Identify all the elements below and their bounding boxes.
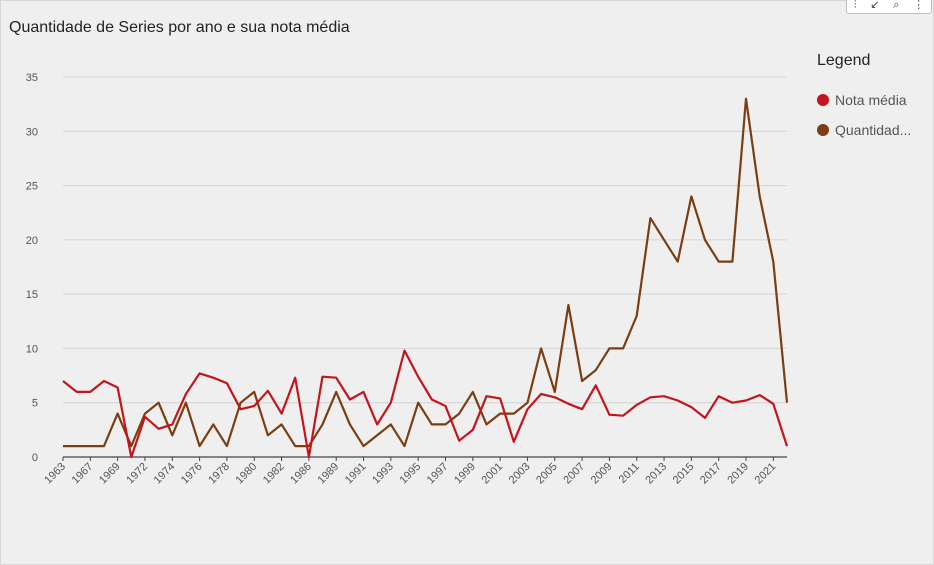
legend-item-nota-media[interactable]: Nota média (817, 92, 911, 108)
legend-item-quantidade[interactable]: Quantidad... (817, 122, 911, 138)
y-tick-label: 25 (26, 181, 38, 193)
x-tick-label: 2015 (671, 461, 697, 487)
x-tick-label: 1993 (370, 461, 396, 487)
legend-marker (817, 94, 829, 106)
x-tick-label: 2005 (534, 461, 560, 487)
x-tick-label: 1974 (152, 461, 178, 487)
x-tick-label: 1986 (288, 461, 314, 487)
x-tick-label: 2001 (479, 461, 505, 487)
x-tick-label: 1963 (42, 461, 68, 487)
x-tick-label: 1969 (97, 461, 123, 487)
x-tick-label: 2009 (589, 461, 615, 487)
series-lines (62, 97, 789, 459)
x-tick-label: 1999 (452, 461, 478, 487)
x-tick-label: 1997 (425, 461, 451, 487)
x-tick-label: 2011 (617, 461, 642, 486)
x-tick-label: 1980 (234, 461, 260, 487)
gridlines (63, 76, 787, 458)
y-tick-label: 30 (26, 126, 38, 138)
x-tick-label: 1967 (70, 461, 96, 487)
x-tick-label: 2019 (725, 461, 751, 487)
x-tick-label: 1991 (343, 461, 369, 487)
x-tick-label: 2007 (561, 461, 587, 487)
legend: Legend Nota média Quantidad... (817, 52, 911, 152)
x-tick-label: 2017 (698, 461, 724, 487)
more-options-icon[interactable]: ⋮ (913, 0, 925, 11)
filter-icon[interactable]: ⫶ (853, 0, 857, 11)
x-tick-label: 1972 (124, 461, 150, 487)
x-tick-label: 2013 (643, 461, 669, 487)
y-tick-label: 0 (32, 452, 38, 464)
x-tick-label: 1976 (179, 461, 205, 487)
y-tick-label: 10 (26, 343, 38, 355)
x-axis-ticks: 1963 1967 1969 1972 1974 1976 1978 1980 1982 1986… (42, 457, 778, 486)
legend-label: Nota média (835, 92, 907, 108)
series-line-quantidade (63, 97, 789, 448)
x-tick-label: 1995 (397, 461, 423, 487)
y-tick-label: 35 (26, 72, 38, 84)
x-tick-label: 1982 (261, 461, 287, 487)
x-tick-label: 1978 (206, 461, 232, 487)
y-tick-label: 20 (26, 235, 38, 247)
y-tick-label: 15 (26, 289, 38, 301)
collapse-icon[interactable]: ↙ (870, 0, 880, 11)
x-tick-label: 2021 (753, 461, 779, 487)
visual-toolbar: ⫶ ↙ ⌕ ⋮ (846, 0, 932, 14)
legend-marker (817, 124, 829, 136)
chart-title: Quantidade de Series por ano e sua nota … (9, 19, 350, 36)
legend-title: Legend (817, 52, 871, 69)
legend-label: Quantidad... (835, 122, 912, 138)
pin-icon[interactable]: ⌕ (893, 0, 900, 11)
y-axis-ticks: 0 5 10 15 20 25 30 35 (26, 72, 38, 464)
x-tick-label: 2003 (507, 461, 533, 487)
x-tick-label: 1989 (316, 461, 342, 487)
y-tick-label: 5 (32, 398, 38, 410)
series-line-nota-media (62, 349, 789, 459)
